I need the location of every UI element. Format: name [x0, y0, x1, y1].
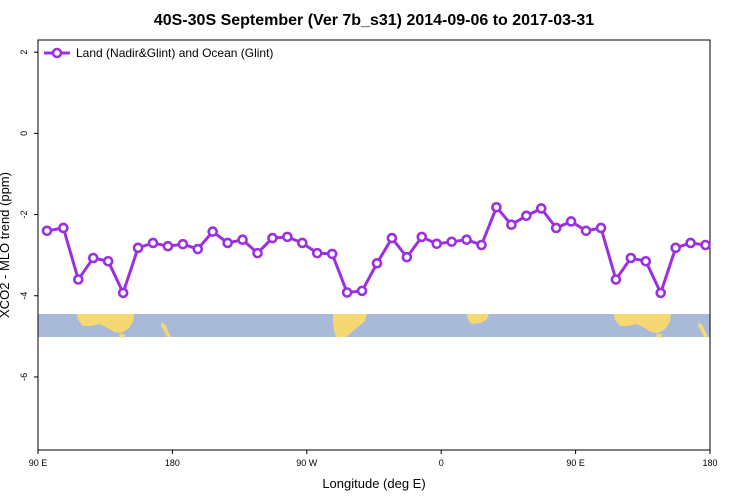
- data-point: [565, 216, 577, 227]
- data-point: [162, 240, 174, 252]
- map-land-new-zealand: [161, 322, 171, 337]
- data-point: [41, 225, 53, 237]
- data-point: [73, 274, 84, 285]
- legend-entry-label: Land (Nadir&Glint) and Ocean (Glint): [76, 46, 273, 60]
- x-tick-label: 0: [439, 458, 444, 468]
- data-point: [207, 226, 219, 237]
- data-point: [386, 232, 398, 244]
- data-point: [87, 252, 99, 264]
- data-point: [237, 234, 248, 246]
- data-point: [491, 201, 502, 213]
- data-point: [177, 238, 189, 250]
- data-point: [252, 247, 263, 259]
- y-tick-label: -6: [19, 373, 29, 381]
- y-tick-label: -2: [19, 211, 29, 219]
- data-point: [147, 237, 159, 249]
- data-point: [117, 287, 129, 299]
- y-tick-label: -4: [19, 292, 29, 300]
- data-point: [341, 287, 353, 298]
- data-point: [326, 248, 338, 260]
- series-layer: [41, 201, 711, 299]
- x-tick-label: 180: [702, 458, 717, 468]
- y-axis: 2 0 -2 -4 -6: [19, 50, 38, 381]
- data-point: [535, 203, 547, 214]
- legend: Land (Nadir&Glint) and Ocean (Glint): [44, 46, 273, 60]
- x-tick-label: 90 E: [566, 458, 585, 468]
- data-point: [58, 222, 69, 234]
- data-point: [356, 285, 368, 297]
- chart-title: 40S-30S September (Ver 7b_s31) 2014-09-0…: [154, 12, 594, 29]
- data-point: [401, 251, 413, 263]
- map-ocean: [38, 314, 710, 337]
- map-land-south-america: [333, 314, 367, 337]
- data-point: [700, 239, 711, 251]
- data-point: [446, 236, 457, 248]
- y-tick-label: 2: [19, 50, 29, 55]
- data-point: [550, 222, 562, 234]
- data-point: [371, 257, 383, 269]
- data-point: [461, 234, 472, 246]
- map-land-new-zealand-repeat: [698, 322, 708, 337]
- world-map-strip: [38, 314, 710, 338]
- y-axis-label: XCO2 - MLO trend (ppm): [0, 172, 12, 318]
- data-point: [595, 222, 607, 234]
- data-point: [670, 242, 681, 254]
- data-point: [640, 255, 652, 267]
- data-point: [625, 252, 637, 264]
- map-land-tasmania: [119, 334, 125, 338]
- data-point: [192, 243, 204, 255]
- x-axis-label: Longitude (deg E): [322, 476, 425, 491]
- legend-marker: [51, 47, 63, 59]
- x-axis: 90 E 180 90 W 0 90 E 180: [29, 450, 718, 468]
- data-point: [580, 225, 592, 237]
- data-point: [476, 239, 487, 251]
- y-tick-label: 0: [19, 131, 29, 136]
- data-point: [416, 231, 428, 243]
- map-land-africa: [467, 314, 489, 324]
- data-point: [282, 231, 293, 243]
- data-point: [431, 238, 443, 250]
- map-land-australia: [77, 314, 134, 333]
- data-point: [311, 247, 323, 259]
- map-land-australia-repeat: [614, 314, 671, 333]
- data-point: [655, 287, 667, 299]
- x-tick-label: 180: [165, 458, 180, 468]
- data-point: [297, 237, 308, 249]
- data-point: [132, 242, 144, 254]
- data-point: [102, 255, 114, 267]
- x-tick-label: 90 W: [296, 458, 318, 468]
- data-point: [222, 237, 233, 249]
- data-point: [610, 274, 622, 285]
- data-point: [521, 210, 532, 222]
- map-land-tasmania-repeat: [656, 334, 662, 338]
- data-point: [506, 219, 517, 231]
- data-point: [685, 237, 696, 249]
- x-tick-label: 90 E: [29, 458, 48, 468]
- data-point: [267, 232, 278, 244]
